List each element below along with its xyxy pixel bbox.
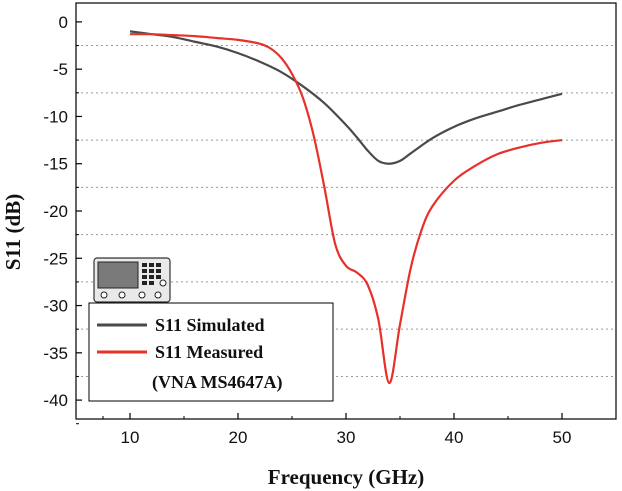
x-tick-label: 30 bbox=[337, 428, 356, 447]
series-layer bbox=[129, 30, 563, 385]
ticks-layer: 0 -5 -10 -15 -20 -25 -30 -35 -40 10 20 30 40 50 bbox=[43, 13, 617, 447]
legend-label-simulated: S11 Simulated bbox=[155, 315, 265, 335]
legend-label-measured: S11 Measured bbox=[155, 342, 263, 362]
legend-note: (VNA MS4647A) bbox=[152, 372, 283, 393]
x-tick-label: 50 bbox=[553, 428, 572, 447]
x-tick-label: 40 bbox=[445, 428, 464, 447]
y-tick-label: -35 bbox=[43, 344, 68, 363]
x-tick-label: 10 bbox=[121, 428, 140, 447]
x-axis-title: Frequency (GHz) bbox=[268, 465, 425, 489]
series-line-measured bbox=[129, 33, 563, 385]
x-tick-label: 20 bbox=[229, 428, 248, 447]
y-axis-title: S11 (dB) bbox=[1, 194, 25, 270]
y-tick-label: -10 bbox=[43, 107, 68, 126]
y-tick-label: -30 bbox=[43, 297, 68, 316]
y-tick-label: -25 bbox=[43, 249, 68, 268]
y-tick-label: -5 bbox=[53, 60, 68, 79]
vna-instrument-icon bbox=[93, 257, 171, 303]
y-tick-label: -40 bbox=[43, 391, 68, 410]
y-tick-label: 0 bbox=[59, 13, 68, 32]
y-tick-label: -15 bbox=[43, 155, 68, 174]
series-line-simulated bbox=[129, 30, 563, 165]
legend: S11 Simulated S11 Measured (VNA MS4647A) bbox=[88, 302, 334, 402]
y-tick-label: -20 bbox=[43, 202, 68, 221]
